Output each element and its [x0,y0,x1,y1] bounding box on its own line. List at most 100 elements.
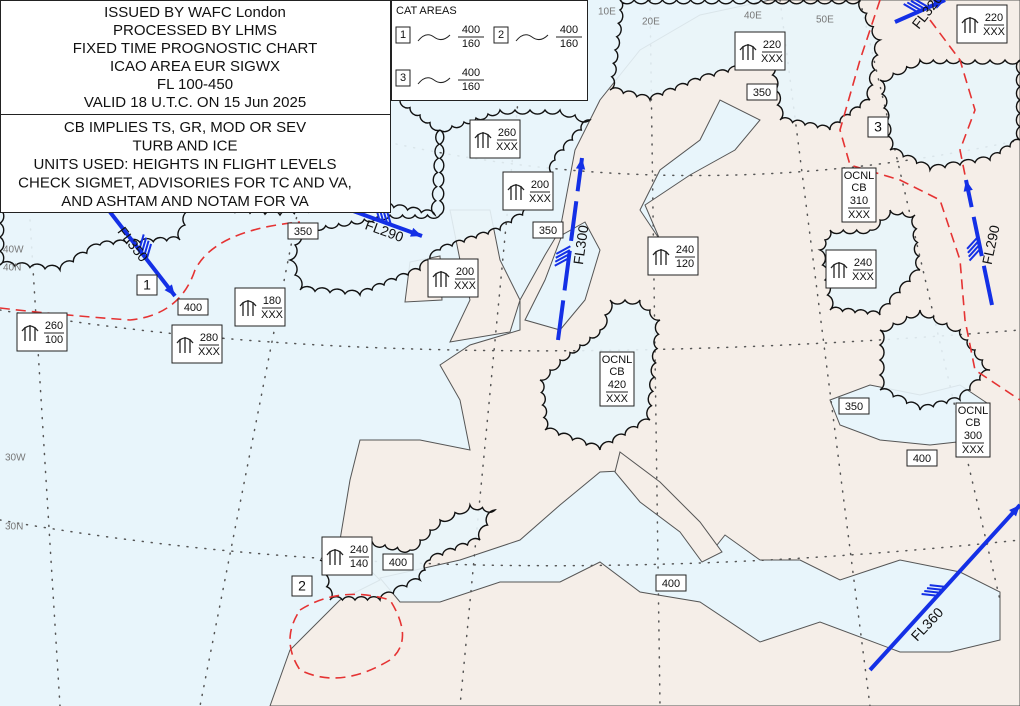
jet-axis [556,157,584,341]
header-line: ISSUED BY WAFC London [104,4,286,21]
jet-barb [967,240,980,254]
jet-barb [926,587,943,591]
cb-top: 240 [676,244,694,256]
ocnl-bottom: XXX [606,393,629,405]
jet-arrow [933,0,945,9]
cb-symbol [21,325,39,341]
header-line: VALID 18 U.T.C. ON 15 Jun 2025 [84,94,306,111]
cb-symbol [239,300,257,316]
jet-barb [967,244,981,258]
cb-symbol [830,262,848,278]
grid-label: 40E [744,11,762,22]
meridian [459,79,521,706]
cb-bottom: XXX [983,26,1006,38]
tropopause-box [177,298,209,316]
ocnl-top: 310 [850,195,868,207]
area-marker: 1 [143,277,151,293]
header-frame [0,0,391,115]
baltic [639,99,761,241]
grid-label: 50E [816,15,834,26]
note-line: TURB AND ICE [132,137,237,154]
cat-id: 2 [498,29,504,41]
cat-id-box [395,26,411,44]
jet-barb [554,257,570,267]
cat-frame [391,0,588,101]
cat-id-box [395,69,411,87]
jet-arrow [164,284,175,296]
jet-barb [143,240,150,257]
cb-bottom: XXX [496,141,519,153]
cb-bottom: 140 [350,558,368,570]
cb-top: 220 [763,39,781,51]
jet-barb [138,234,145,251]
cb-top: 280 [200,332,218,344]
tropopause-height: 350 [753,87,771,99]
ocnl-kind: CB [609,366,624,378]
cb-top: 260 [45,320,63,332]
ocnl-bottom: XXX [848,209,871,221]
grid-label: 40N [3,263,21,274]
cat-area-2 [289,593,404,679]
cat-symbol [515,34,549,42]
jet-barb [924,590,941,594]
grid-label: 10E [598,7,616,18]
italy [614,451,723,563]
tropopause-box [287,222,319,240]
cat-title: CAT AREAS [396,5,457,17]
tropopause-height: 350 [845,401,863,413]
jet-axis [964,179,994,306]
jet-barb [929,584,946,588]
header-line: FL 100-450 [157,76,233,93]
ocnl-top: 300 [964,430,982,442]
meridian [649,0,661,706]
ocnl-frequency: OCNL [844,170,875,182]
cb-symbol [739,44,757,60]
cb-top: 240 [854,257,872,269]
cat-id-box [493,26,509,44]
ocnl-top: 420 [608,379,626,391]
labels: 10E 20E 40E 50E 40W 40N 30W 30N 1 2 3 [3,7,889,597]
tropopause-height: 350 [539,225,557,237]
tropopause-box [746,83,778,101]
jet-axis [108,210,177,298]
jet-arrow [963,180,973,192]
jet-barb [555,245,571,255]
note-line: AND ASHTAM AND NOTAM FOR VA [61,193,309,210]
cat-boundaries [0,0,1020,679]
cat-symbol [417,77,451,85]
notes-frame [0,114,391,213]
area-marker-box [867,116,889,138]
seas [379,99,1001,653]
cb-bottom: XXX [852,271,875,283]
tropopause-box [382,553,414,571]
note-line: CB IMPLIES TS, GR, MOD OR SEV [64,119,306,136]
cat-symbol [417,34,451,42]
area-marker-box [136,274,158,296]
jet-barb [968,248,982,262]
area-marker: 3 [874,119,882,135]
cb-symbol [432,271,450,287]
tropopause-height: 400 [389,557,407,569]
meridian [29,219,61,706]
header-line: PROCESSED BY LHMS [113,22,277,39]
cat-top: 400 [462,24,480,36]
ocnl-bottom: XXX [962,444,985,456]
parallel [0,309,1020,352]
jet-label: FL300 [570,224,591,266]
tropopause-box [655,574,687,592]
tropopause-height: 400 [662,578,680,590]
jet-barb [921,593,938,597]
cb-symbol [474,132,492,148]
cat-id: 3 [400,72,406,84]
tropopause-box [532,221,564,239]
tropopause-height: 400 [913,453,931,465]
jet-barb [555,249,571,259]
cb-bottom: 120 [676,258,694,270]
jet-barb [966,236,979,250]
grid-label: 30N [5,522,23,533]
cb-bottom: XXX [454,280,477,292]
ocnl-kind: CB [851,182,866,194]
